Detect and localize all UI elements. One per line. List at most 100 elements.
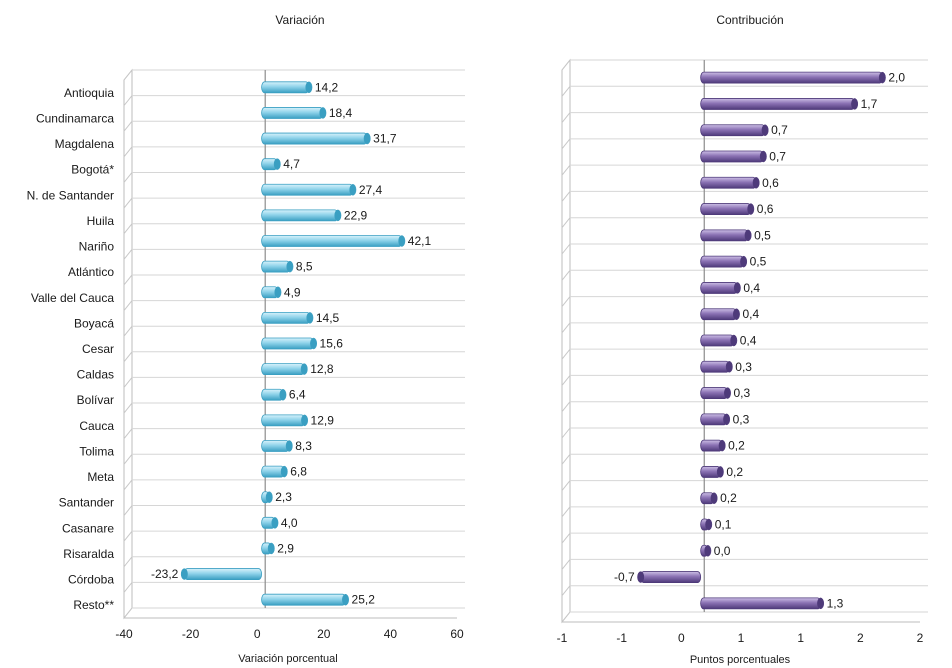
bar-cap [637, 571, 645, 583]
category-label: Casanare [62, 521, 114, 535]
bar-cap [761, 124, 769, 136]
bar [261, 209, 342, 222]
data-label: 0,4 [743, 281, 760, 295]
x-tick-label: 1 [797, 631, 804, 645]
data-label: 8,5 [296, 260, 313, 274]
gridline-diagonal [123, 402, 133, 414]
bar-body [700, 387, 728, 399]
bar-body [261, 414, 305, 427]
gridline-diagonal [561, 322, 571, 334]
bar-cap [280, 465, 288, 478]
bar-body [261, 183, 354, 196]
bar [261, 235, 406, 247]
chart-title: Contribución [716, 13, 783, 27]
data-label: 14,5 [316, 311, 340, 325]
category-label: Magdalena [55, 137, 115, 151]
bar-cap [747, 203, 755, 215]
data-label: 4,7 [283, 157, 300, 171]
bar-cap [744, 229, 752, 242]
bar-cap [878, 71, 886, 84]
bar-cap [319, 107, 327, 119]
gridline-diagonal [123, 377, 133, 388]
bar-cap [723, 413, 731, 426]
x-tick-label: 40 [384, 627, 398, 641]
x-tick-label: -20 [182, 627, 200, 641]
category-label: Cundinamarca [36, 111, 114, 125]
bar-cap [305, 81, 313, 94]
bar [700, 71, 886, 84]
bar-body [261, 311, 311, 324]
data-label: 0,7 [769, 150, 786, 164]
gridline-diagonal [123, 95, 133, 106]
gridline-diagonal [123, 146, 133, 158]
gridline-diagonal [561, 217, 571, 229]
bar-cap [273, 158, 281, 170]
x-tick-label: -1 [616, 631, 627, 645]
bar [700, 466, 724, 478]
bar [180, 568, 262, 580]
data-label: 1,3 [827, 596, 844, 610]
gridline-diagonal [561, 585, 571, 597]
bar-body [261, 132, 368, 145]
bar [261, 465, 288, 478]
bar [700, 360, 733, 373]
bar-cap [310, 337, 317, 350]
data-label: 27,4 [359, 183, 383, 197]
bar [700, 98, 859, 110]
bar-body [700, 334, 735, 347]
data-label: 0,3 [734, 386, 751, 400]
category-label: Valle del Cauca [31, 291, 114, 305]
category-label: Cesar [82, 342, 114, 356]
bar-body [700, 176, 757, 189]
bar [700, 282, 741, 294]
gridline-diagonal [561, 243, 571, 255]
bar-cap [274, 286, 282, 299]
data-label: 4,0 [281, 516, 298, 530]
bar-cap [180, 568, 188, 580]
bar [261, 107, 327, 119]
bar [700, 492, 718, 505]
x-axis-label: Variación porcentual [238, 653, 337, 665]
data-label: 0,5 [750, 255, 767, 269]
gridline-diagonal [561, 59, 571, 71]
bar [700, 387, 731, 399]
bar [261, 311, 314, 324]
data-label: 4,9 [284, 285, 301, 299]
gridline-diagonal [123, 249, 133, 260]
bar [261, 593, 349, 606]
bar-body [700, 308, 737, 321]
bar-cap [733, 308, 740, 320]
gridline-diagonal [123, 607, 133, 619]
bar-body [700, 597, 821, 610]
data-label: 0,4 [742, 307, 759, 321]
gridline-diagonal [561, 611, 571, 623]
gridline-diagonal [123, 582, 133, 593]
gridline-diagonal [561, 480, 571, 491]
bar-body [261, 81, 310, 94]
bar-cap [301, 414, 309, 427]
x-tick-label: 0 [254, 627, 261, 641]
data-label: 0,1 [715, 518, 732, 532]
bar-body [700, 229, 749, 242]
data-label: 0,2 [720, 491, 737, 505]
gridline-diagonal [123, 120, 133, 132]
data-label: 2,9 [277, 541, 294, 555]
bar-cap [704, 545, 712, 557]
category-label: Tolima [79, 444, 114, 458]
bar-cap [363, 132, 371, 145]
bar-cap [716, 466, 724, 478]
gridline-diagonal [561, 112, 571, 123]
bar [261, 388, 287, 401]
bar [261, 363, 308, 376]
bar-cap [705, 518, 713, 531]
gridline-diagonal [123, 172, 133, 183]
bar [700, 255, 748, 268]
gridline-diagonal [561, 269, 571, 281]
bar [637, 571, 702, 583]
category-label: Bolívar [77, 393, 114, 407]
bar [261, 81, 313, 94]
gridline-diagonal [123, 300, 133, 311]
category-label: Risaralda [63, 547, 114, 561]
